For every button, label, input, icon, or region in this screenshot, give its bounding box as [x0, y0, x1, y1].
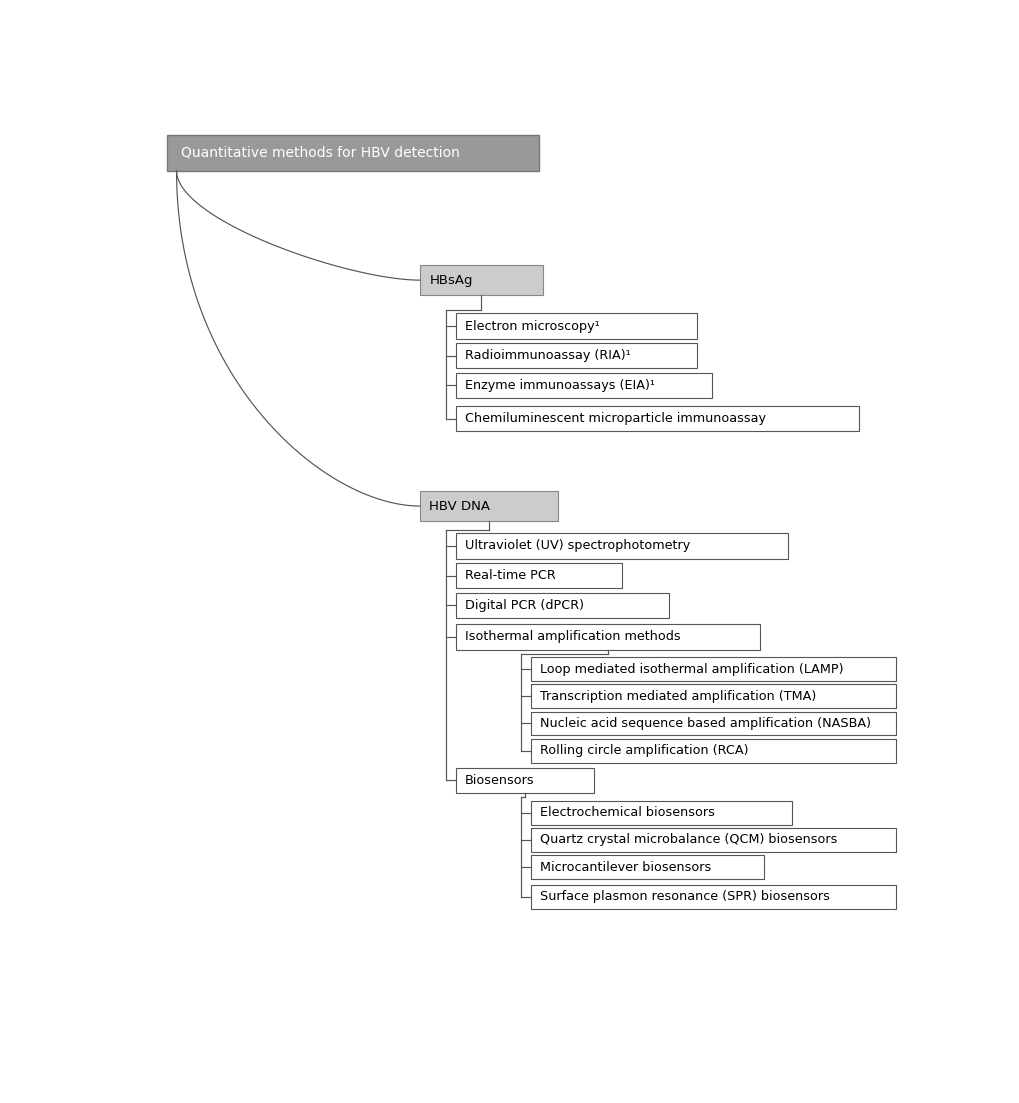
Text: Nucleic acid sequence based amplification (NASBA): Nucleic acid sequence based amplificatio… [540, 717, 870, 730]
Text: Transcription mediated amplification (TMA): Transcription mediated amplification (TM… [540, 689, 815, 703]
FancyBboxPatch shape [530, 711, 895, 736]
FancyBboxPatch shape [455, 563, 621, 588]
FancyBboxPatch shape [420, 491, 557, 522]
Text: Enzyme immunoassays (EIA)¹: Enzyme immunoassays (EIA)¹ [465, 379, 654, 392]
FancyBboxPatch shape [455, 768, 593, 793]
FancyBboxPatch shape [455, 343, 696, 368]
Text: Electron microscopy¹: Electron microscopy¹ [465, 320, 599, 332]
Text: Radioimmunoassay (RIA)¹: Radioimmunoassay (RIA)¹ [465, 350, 630, 362]
FancyBboxPatch shape [530, 801, 791, 825]
Text: Ultraviolet (UV) spectrophotometry: Ultraviolet (UV) spectrophotometry [465, 539, 690, 553]
FancyBboxPatch shape [530, 828, 895, 852]
FancyBboxPatch shape [455, 373, 711, 398]
Text: Quartz crystal microbalance (QCM) biosensors: Quartz crystal microbalance (QCM) biosen… [540, 834, 837, 846]
FancyBboxPatch shape [455, 406, 858, 431]
Text: Real-time PCR: Real-time PCR [465, 569, 555, 582]
Text: Electrochemical biosensors: Electrochemical biosensors [540, 806, 714, 820]
Text: Chemiluminescent microparticle immunoassay: Chemiluminescent microparticle immunoass… [465, 413, 765, 425]
FancyBboxPatch shape [455, 624, 759, 650]
FancyBboxPatch shape [167, 135, 538, 171]
FancyBboxPatch shape [530, 885, 895, 909]
FancyBboxPatch shape [455, 592, 668, 618]
FancyBboxPatch shape [530, 684, 895, 708]
Text: Quantitative methods for HBV detection: Quantitative methods for HBV detection [181, 146, 460, 160]
Text: HBV DNA: HBV DNA [429, 500, 490, 513]
FancyBboxPatch shape [455, 533, 787, 559]
Text: HBsAg: HBsAg [429, 274, 473, 287]
Text: Loop mediated isothermal amplification (LAMP): Loop mediated isothermal amplification (… [540, 663, 843, 676]
Text: Isothermal amplification methods: Isothermal amplification methods [465, 630, 680, 643]
Text: Surface plasmon resonance (SPR) biosensors: Surface plasmon resonance (SPR) biosenso… [540, 890, 829, 903]
Text: Biosensors: Biosensors [465, 774, 534, 786]
FancyBboxPatch shape [530, 657, 895, 681]
Text: Digital PCR (dPCR): Digital PCR (dPCR) [465, 599, 584, 612]
Text: Microcantilever biosensors: Microcantilever biosensors [540, 860, 710, 874]
Text: Rolling circle amplification (RCA): Rolling circle amplification (RCA) [540, 745, 748, 757]
FancyBboxPatch shape [455, 313, 696, 339]
FancyBboxPatch shape [530, 855, 763, 879]
FancyBboxPatch shape [530, 739, 895, 762]
FancyBboxPatch shape [420, 265, 542, 296]
